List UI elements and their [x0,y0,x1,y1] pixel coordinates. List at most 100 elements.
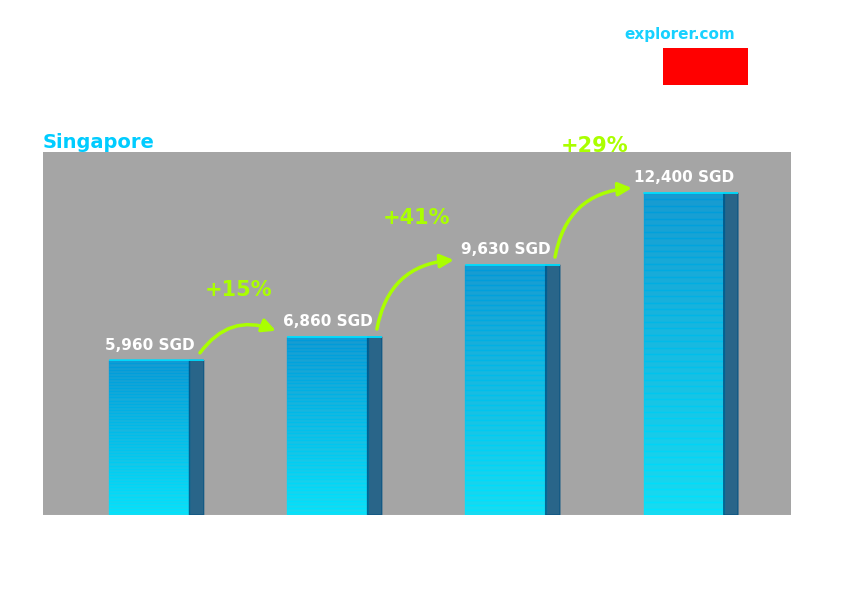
Bar [466,495,546,500]
Bar [466,365,546,370]
Bar [466,395,546,400]
Bar [643,251,723,258]
Bar [287,501,367,504]
Polygon shape [546,265,560,515]
Bar [110,471,190,475]
Text: Area Director: Area Director [42,97,173,116]
Bar [466,335,546,340]
Bar [287,494,367,498]
Bar [466,445,546,450]
Bar [287,383,367,387]
Bar [643,296,723,302]
Bar [287,458,367,462]
Bar [287,408,367,411]
Polygon shape [723,193,738,515]
Bar [287,476,367,479]
Bar [643,199,723,206]
Bar [466,385,546,390]
Bar [643,476,723,483]
Bar [110,413,190,416]
Bar [466,315,546,320]
Bar [643,264,723,270]
Polygon shape [367,337,382,515]
Bar [466,485,546,490]
Bar [643,419,723,425]
Bar [110,465,190,468]
Bar [643,302,723,309]
Bar [110,435,190,438]
Bar [643,328,723,335]
Bar [287,479,367,483]
Bar [110,490,190,493]
Bar [287,498,367,501]
Bar [466,355,546,360]
Bar [287,405,367,408]
Bar [110,468,190,471]
Bar [287,351,367,355]
Text: 5,960 SGD: 5,960 SGD [105,338,194,353]
Text: 9,630 SGD: 9,630 SGD [461,242,550,257]
Bar [466,465,546,470]
Bar [110,367,190,370]
Bar [110,419,190,422]
Bar [287,390,367,394]
Bar [643,489,723,496]
Bar [110,431,190,435]
Bar [643,316,723,322]
Bar [287,426,367,430]
Bar [110,391,190,395]
Bar [287,341,367,344]
Bar [110,385,190,388]
Text: explorer.com: explorer.com [625,27,735,42]
Bar [110,462,190,465]
Bar [466,265,546,270]
Text: 6,860 SGD: 6,860 SGD [282,314,372,329]
Bar [110,447,190,450]
Bar [643,451,723,457]
Bar [466,310,546,315]
Bar [287,422,367,426]
Bar [643,322,723,328]
Bar [466,390,546,395]
Bar [466,290,546,295]
Bar [110,509,190,512]
Bar [110,361,190,364]
Bar [287,344,367,348]
Bar [466,470,546,475]
Bar [466,345,546,350]
Bar [287,380,367,383]
Bar [110,506,190,509]
Bar [287,447,367,451]
Bar [110,364,190,367]
Bar [110,373,190,376]
Bar [110,425,190,428]
Text: 12,400 SGD: 12,400 SGD [633,170,734,185]
Bar [466,270,546,275]
Bar [110,398,190,401]
Bar [110,441,190,444]
Bar [663,48,748,85]
Bar [466,460,546,465]
Bar [110,484,190,487]
Bar [110,450,190,453]
Bar [643,245,723,251]
Bar [287,508,367,511]
Text: +29%: +29% [561,136,628,156]
Bar [287,419,367,422]
Bar [287,415,367,419]
Bar [466,415,546,420]
Bar [643,206,723,212]
Bar [110,388,190,391]
Bar [466,375,546,380]
Bar [287,348,367,351]
Bar [287,358,367,362]
Bar [110,499,190,503]
Bar [643,225,723,231]
Bar [466,380,546,385]
Bar [110,370,190,373]
Bar [643,335,723,341]
Bar [110,496,190,499]
Bar [643,386,723,393]
Bar [643,431,723,438]
Bar [110,404,190,407]
